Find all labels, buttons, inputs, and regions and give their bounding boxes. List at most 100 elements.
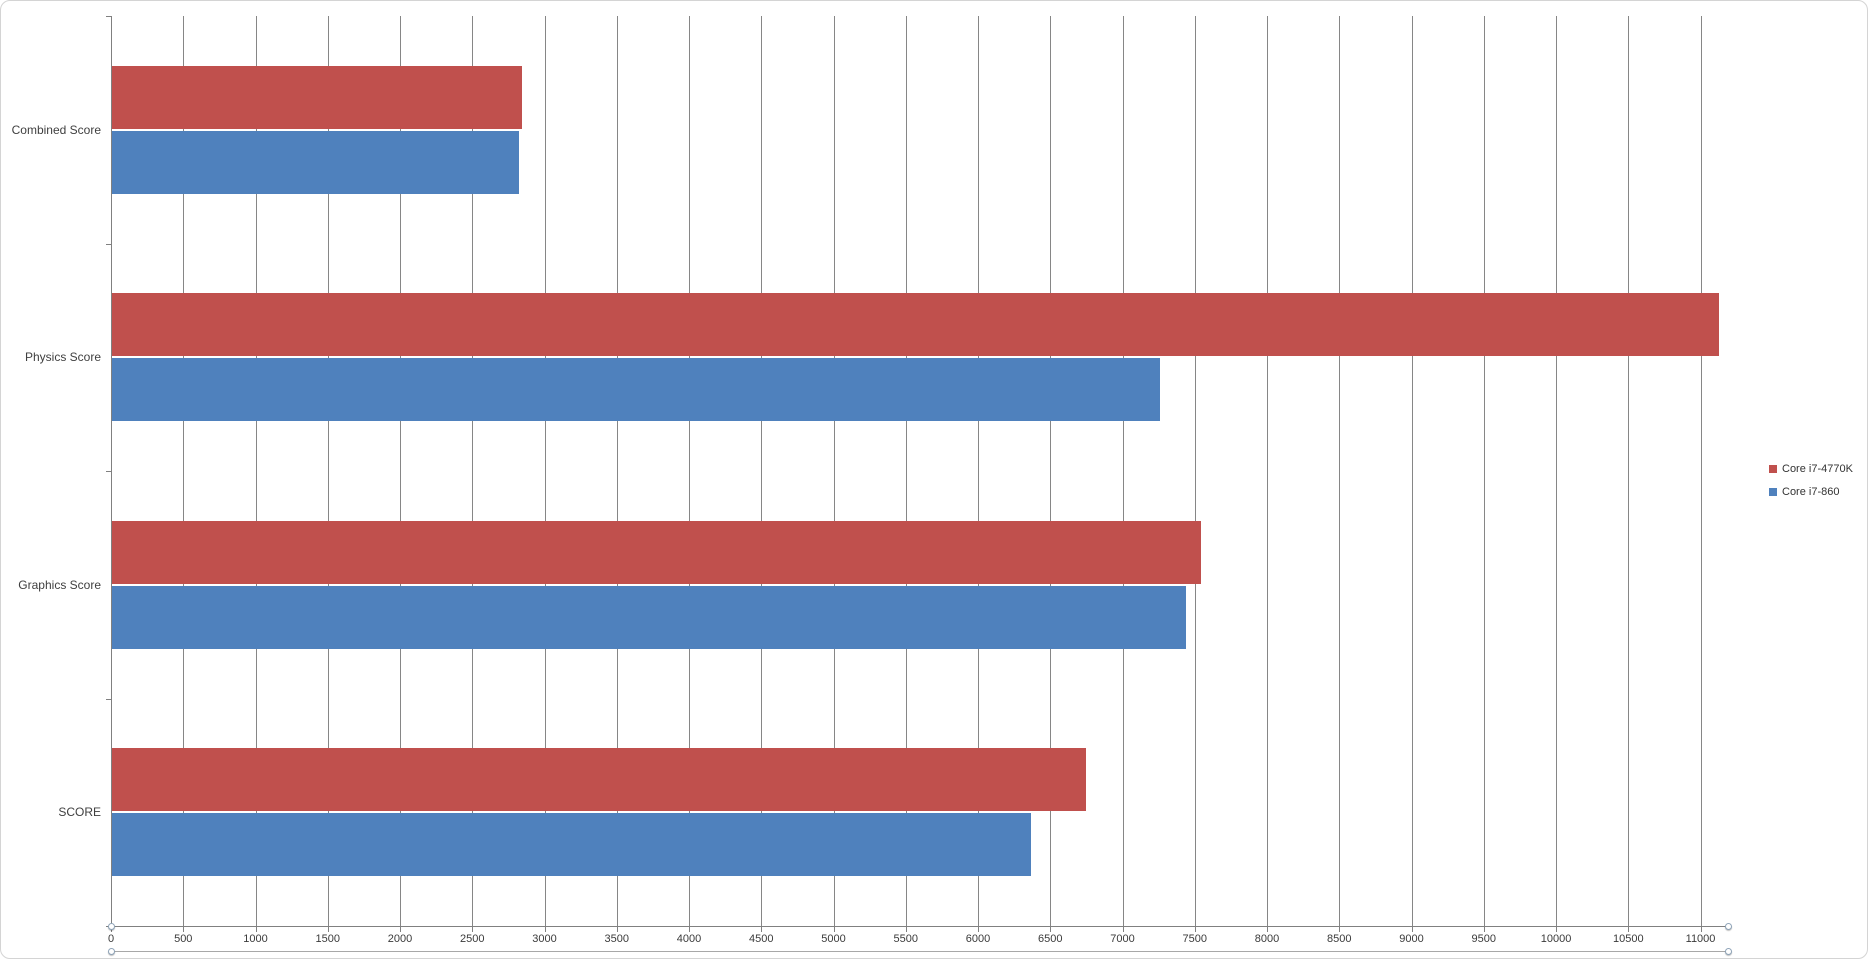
axis-selection-outline <box>111 951 1728 952</box>
legend-swatch-core-i7-860 <box>1769 488 1777 496</box>
gridline <box>616 16 618 926</box>
gridline <box>327 16 329 926</box>
gridline <box>1700 16 1702 926</box>
category-label[interactable]: Combined Score <box>11 122 101 137</box>
value-axis-tick <box>544 927 546 932</box>
gridline <box>905 16 907 926</box>
category-group-physics-score <box>111 244 1728 472</box>
value-axis-tick-label: 8000 <box>1254 933 1280 945</box>
category-label[interactable]: SCORE <box>58 805 101 820</box>
category-group-graphics-score <box>111 471 1728 699</box>
category-axis-tick <box>106 16 111 17</box>
legend-item-core-i7-860[interactable]: Core i7-860 <box>1769 485 1853 499</box>
value-axis-tick-label: 4500 <box>749 933 774 945</box>
value-axis-tick <box>1194 927 1196 932</box>
gridline <box>978 16 980 926</box>
selection-handle[interactable] <box>107 947 115 955</box>
gridline <box>1194 16 1196 926</box>
category-axis-line <box>111 16 112 926</box>
value-axis-tick <box>689 927 691 932</box>
legend-label: Core i7-860 <box>1782 486 1840 498</box>
value-axis-tick <box>1628 927 1630 932</box>
category-label[interactable]: Graphics Score <box>18 577 101 592</box>
value-axis-tick-label: 7000 <box>1110 933 1135 945</box>
gridline <box>1411 16 1413 926</box>
category-group-score <box>111 699 1728 927</box>
category-label[interactable]: Physics Score <box>24 350 101 365</box>
value-axis[interactable]: 0 500 1000 1500 2000 2500 3000 3500 4000 4500 5000… <box>107 926 1728 952</box>
category-group-combined-score <box>111 16 1728 244</box>
value-axis-tick-label: 500 <box>174 933 193 945</box>
gridline <box>255 16 257 926</box>
value-axis-tick <box>327 927 329 932</box>
value-axis-tick <box>472 927 474 932</box>
value-axis-tick-label: 10000 <box>1540 933 1572 945</box>
gridline <box>544 16 546 926</box>
bar-core-i7-860-graphics-score[interactable] <box>111 585 1187 649</box>
value-axis-tick <box>1339 927 1341 932</box>
value-axis-tick <box>1267 927 1269 932</box>
value-axis-tick <box>183 927 185 932</box>
gridline <box>1050 16 1052 926</box>
value-axis-tick-label: 0 <box>107 933 115 945</box>
bar-core-i7-4770k-score[interactable] <box>111 748 1087 811</box>
value-axis-tick-label: 8500 <box>1327 933 1352 945</box>
selection-handle[interactable] <box>107 922 115 930</box>
gridline <box>472 16 474 926</box>
gridline <box>689 16 691 926</box>
legend-label: Core i7-4770K <box>1782 463 1853 475</box>
value-axis-tick <box>400 927 401 932</box>
value-axis-tick-label: 9000 <box>1399 933 1424 945</box>
value-axis-tick-label: 6000 <box>965 933 991 945</box>
value-axis-tick <box>255 927 257 932</box>
value-axis-tick <box>616 927 618 932</box>
value-axis-tick-label: 3500 <box>604 933 629 945</box>
value-axis-tick <box>905 927 907 932</box>
value-axis-tick-label: 1000 <box>243 933 268 945</box>
value-axis-tick-label: 2500 <box>460 933 485 945</box>
value-axis-line <box>111 926 1728 927</box>
gridline <box>1122 16 1124 926</box>
value-axis-tick-label: 9500 <box>1471 933 1497 945</box>
gridline <box>761 16 763 926</box>
gridline <box>1339 16 1341 926</box>
gridline <box>1267 16 1269 926</box>
value-axis-tick-label: 7500 <box>1182 933 1208 945</box>
category-axis-tick <box>106 243 111 245</box>
value-axis-tick-label: 2000 <box>387 933 413 945</box>
bar-core-i7-4770k-physics-score[interactable] <box>111 293 1720 356</box>
value-axis-tick <box>1483 927 1485 932</box>
value-axis-tick-label: 3000 <box>532 933 557 945</box>
bar-core-i7-4770k-combined-score[interactable] <box>111 65 523 129</box>
value-axis-tick-label: 4000 <box>676 933 702 945</box>
value-axis-tick <box>111 927 112 932</box>
legend-item-core-i7-4770k[interactable]: Core i7-4770K <box>1769 462 1853 476</box>
gridline <box>1556 16 1558 926</box>
value-axis-tick-label: 5000 <box>821 933 846 945</box>
bar-core-i7-4770k-graphics-score[interactable] <box>111 520 1201 584</box>
value-axis-tick-label: 6500 <box>1038 933 1063 945</box>
gridline <box>1628 16 1630 926</box>
bar-core-i7-860-combined-score[interactable] <box>111 130 520 194</box>
plot-area <box>111 16 1728 926</box>
legend-swatch-core-i7-4770k <box>1769 465 1777 473</box>
value-axis-tick <box>833 927 835 932</box>
legend[interactable]: Core i7-4770K Core i7-860 <box>1769 462 1853 499</box>
bar-core-i7-860-score[interactable] <box>111 813 1031 877</box>
selection-handle[interactable] <box>1724 922 1732 930</box>
value-axis-tick-label: 5500 <box>893 933 919 945</box>
value-axis-tick-label: 1500 <box>315 933 340 945</box>
value-axis-tick <box>1122 927 1124 932</box>
gridline <box>833 16 835 926</box>
gridline <box>400 16 401 926</box>
gridline <box>1483 16 1485 926</box>
value-axis-tick-label: 11000 <box>1685 933 1716 945</box>
value-axis-tick <box>1700 927 1702 932</box>
value-axis-tick-label: 10500 <box>1612 933 1644 945</box>
gridline <box>183 16 185 926</box>
bar-core-i7-860-physics-score[interactable] <box>111 358 1161 422</box>
selection-handle[interactable] <box>1724 947 1732 955</box>
value-axis-tick <box>978 927 980 932</box>
category-axis-tick <box>106 698 111 700</box>
